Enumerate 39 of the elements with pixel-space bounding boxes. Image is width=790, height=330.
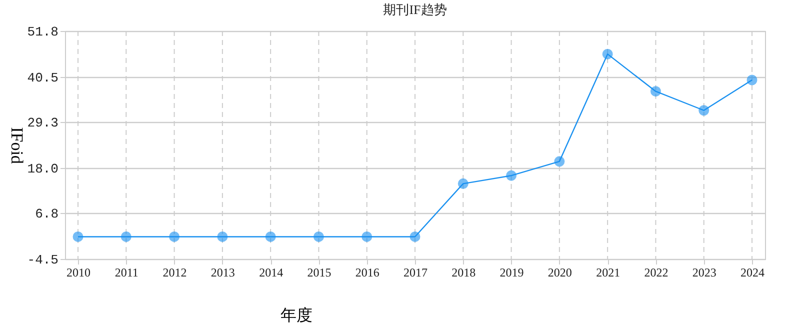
point [602,48,613,60]
point [313,231,324,242]
point [506,170,517,181]
x-tick-label: 2010 [66,266,90,280]
y-tick-label: 29.3 [27,116,58,131]
point [746,74,758,86]
y-tick-label: 51.8 [27,24,58,40]
x-tick-label: 2016 [355,266,380,280]
point [217,231,228,242]
x-tick-label: 2023 [692,266,716,280]
x-tick-label: 2021 [596,266,620,280]
point [362,231,372,242]
x-tick-label: 2022 [644,266,668,280]
y-tick-label: -4.5 [27,252,58,268]
y-tick-label: 40.5 [27,70,58,86]
point [458,178,468,189]
y-tick-label: 18.0 [27,161,58,176]
point [169,231,180,242]
x-tick-label: 2020 [548,266,572,280]
x-tick-label: 2019 [500,266,524,280]
x-tick-label: 2015 [307,266,332,280]
point [554,156,565,167]
y-tick-label: 6.8 [35,206,58,222]
point [72,231,84,242]
y-axis-title: IFoid [8,127,26,164]
point [410,231,420,242]
x-tick-label: 2012 [162,266,187,280]
chart-title: 期刊IF趋势 [383,2,447,17]
x-axis-title: 年度 [280,306,312,324]
x-tick-label: 2013 [210,266,235,280]
x-tick-label: 2018 [452,266,476,280]
point [120,231,132,242]
x-tick-label: 2024 [740,266,764,280]
x-tick-label: 2017 [404,266,428,280]
point [265,231,276,242]
x-tick-label: 2014 [259,266,284,280]
point [698,105,710,116]
point [650,86,661,97]
x-tick-label: 2011 [114,266,138,280]
